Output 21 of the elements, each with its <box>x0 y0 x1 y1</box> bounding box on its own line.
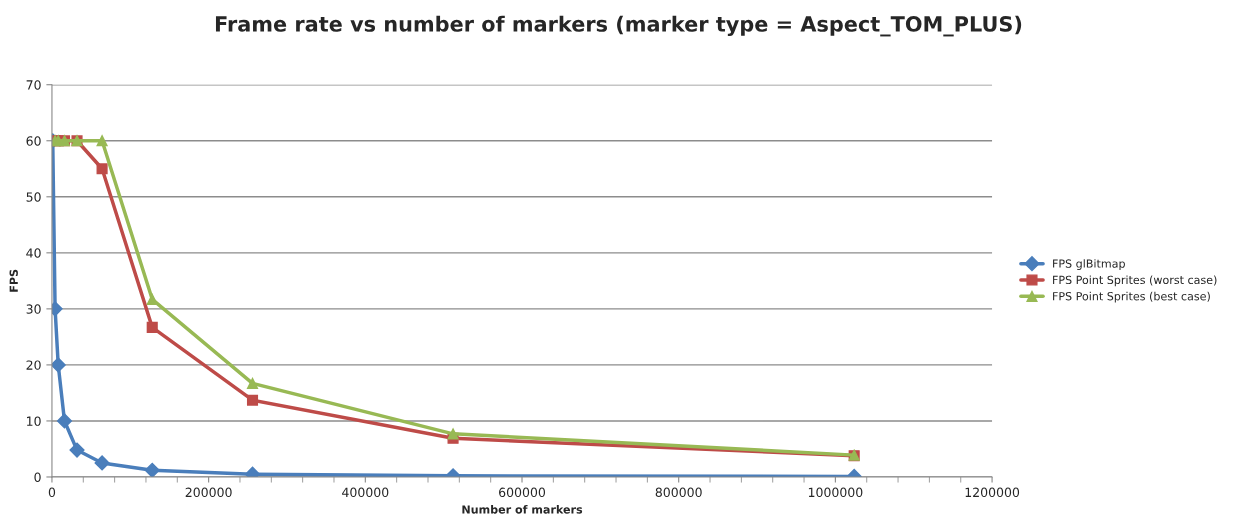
y-tick-label: 50 <box>26 192 41 202</box>
y-tick-label: 60 <box>26 136 41 146</box>
legend-label: FPS Point Sprites (best case) <box>1053 291 1210 303</box>
y-tick-label: 70 <box>26 80 41 90</box>
y-tick-label: 10 <box>27 416 41 426</box>
y-tick-label: 30 <box>26 304 41 314</box>
x-tick-label: 1200000 <box>965 487 1020 498</box>
y-tick-label: 0 <box>34 472 41 482</box>
x-axis-title: Number of markers <box>462 505 583 514</box>
y-tick-label: 20 <box>26 360 41 370</box>
legend-label: FPS Point Sprites (worst case) <box>1053 275 1217 287</box>
x-tick-label: 600000 <box>499 487 546 498</box>
x-tick-label: 1000000 <box>808 487 863 498</box>
legend-label: FPS glBitmap <box>1053 259 1125 270</box>
x-tick-label: 200000 <box>185 487 232 498</box>
x-tick-label: 800000 <box>655 487 702 498</box>
x-tick-label: 0 <box>48 487 56 498</box>
chart-title: Frame rate vs number of markers (marker type = Aspect_TOM_PLUS) <box>215 15 1022 37</box>
y-tick-label: 40 <box>26 248 41 258</box>
x-tick-label: 400000 <box>342 487 389 498</box>
y-axis-title: FPS <box>9 269 18 292</box>
